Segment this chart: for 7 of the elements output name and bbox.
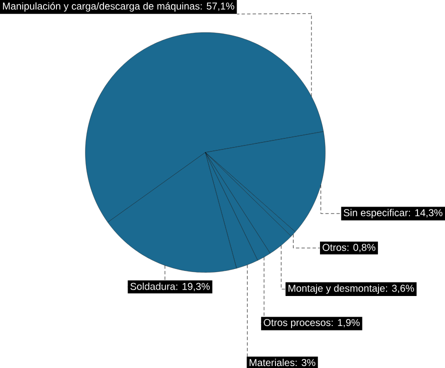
slice-label: Otros procesos: 1,9% (264, 318, 360, 328)
slice-label: Otros: 0,8% (322, 244, 376, 252)
slice-label: Montaje y desmontaje: 3,6% (288, 284, 414, 294)
slice-label: Materiales: 3% (250, 358, 316, 366)
slice-label: Soldadura: 19,3% (130, 282, 210, 291)
slice-label: Manipulación y carga/descarga de máquinas: 57,1% (3, 2, 234, 12)
slice-label: Sin especificar: 14,3% (344, 208, 442, 218)
